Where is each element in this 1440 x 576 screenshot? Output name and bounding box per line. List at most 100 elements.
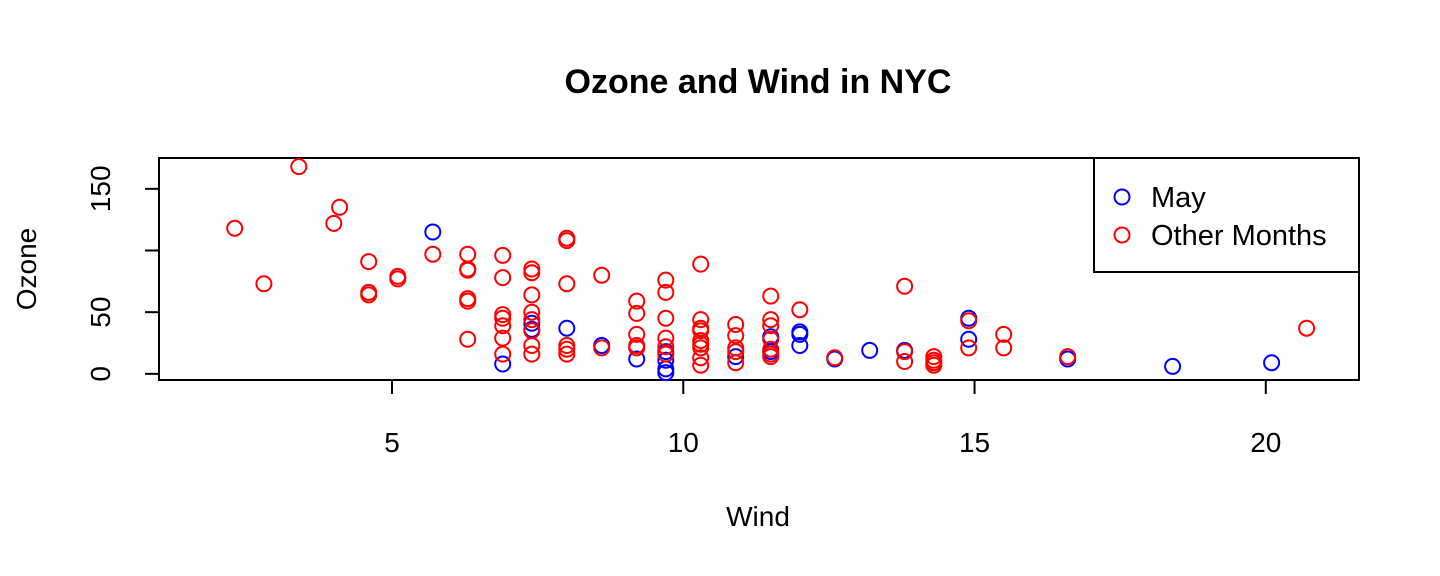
data-point [523, 345, 541, 363]
data-point [424, 223, 442, 241]
data-point [628, 292, 646, 310]
data-point [727, 343, 745, 361]
data-point [861, 341, 879, 359]
data-point [896, 343, 914, 361]
data-point [558, 275, 576, 293]
data-point [325, 214, 343, 232]
y-axis-label: Ozone [11, 228, 42, 311]
data-point [657, 338, 675, 356]
legend-item: Other Months [1113, 220, 1327, 252]
x-axis-label: Wind [726, 501, 790, 532]
legend-label: Other Months [1151, 220, 1327, 252]
data-point [762, 311, 780, 329]
data-point [459, 330, 477, 348]
legend-item: May [1113, 182, 1206, 214]
data-point [1164, 357, 1182, 375]
data-point [255, 275, 273, 293]
data-point [593, 339, 611, 357]
data-point [628, 350, 646, 368]
x-tick-label: 5 [384, 427, 400, 458]
data-point [727, 354, 745, 372]
data-point [494, 317, 512, 335]
y-tick-label: 150 [85, 165, 116, 212]
data-point [960, 330, 978, 348]
data-point [791, 323, 809, 341]
x-tick-label: 15 [959, 427, 990, 458]
data-point [657, 271, 675, 289]
data-point [925, 356, 943, 374]
data-point [494, 355, 512, 373]
data-point [558, 345, 576, 363]
data-point [657, 360, 675, 378]
data-point [762, 287, 780, 305]
data-point [1263, 354, 1281, 372]
data-point [331, 198, 349, 216]
data-point [558, 319, 576, 337]
data-point [389, 270, 407, 288]
data-point [826, 349, 844, 367]
data-point [628, 339, 646, 357]
data-point [523, 337, 541, 354]
data-point [424, 245, 442, 263]
data-point [523, 264, 541, 282]
legend-marker [1113, 226, 1131, 244]
data-point [995, 339, 1013, 357]
data-point [1298, 319, 1316, 337]
data-point [692, 311, 710, 329]
data-point [558, 337, 576, 354]
data-point [791, 301, 809, 319]
data-point [692, 339, 710, 357]
data-point [657, 351, 675, 369]
data-point [523, 311, 541, 329]
data-point [657, 283, 675, 301]
data-point [762, 348, 780, 366]
legend-label: May [1151, 182, 1206, 214]
data-point [523, 303, 541, 321]
x-axis: 5 10 15 20 [384, 379, 1281, 458]
data-point [762, 340, 780, 358]
legend-marker [1113, 188, 1131, 206]
data-point [791, 337, 809, 354]
data-point [628, 304, 646, 322]
x-tick-label: 20 [1250, 427, 1281, 458]
data-point [960, 312, 978, 330]
data-point [727, 348, 745, 366]
data-point [494, 309, 512, 327]
data-point [459, 292, 477, 310]
y-axis: 0 50 150 [85, 165, 160, 382]
data-point [494, 246, 512, 264]
data-point [459, 245, 477, 263]
series-other-months [226, 158, 1316, 374]
data-point [593, 266, 611, 284]
y-tick-label: 0 [85, 366, 116, 382]
data-point [494, 269, 512, 287]
data-point [523, 260, 541, 278]
data-point [494, 345, 512, 363]
data-point [657, 309, 675, 327]
y-tick-label: 50 [85, 297, 116, 328]
x-tick-label: 10 [668, 427, 699, 458]
chart-title: Ozone and Wind in NYC [565, 63, 952, 101]
data-point [523, 286, 541, 304]
data-point [226, 219, 244, 237]
legend-box [1093, 157, 1360, 273]
data-point [558, 340, 576, 358]
data-point [960, 339, 978, 357]
data-point [692, 349, 710, 367]
data-point [692, 322, 710, 340]
data-point [360, 253, 378, 271]
data-point [360, 283, 378, 301]
data-point [657, 345, 675, 363]
data-point [290, 158, 308, 176]
data-points [226, 158, 1316, 382]
data-point [995, 325, 1013, 343]
data-point [628, 325, 646, 343]
data-point [558, 229, 576, 247]
data-point [896, 353, 914, 370]
data-point [727, 316, 745, 333]
data-point [692, 255, 710, 273]
legend-items: May Other Months [1113, 182, 1327, 252]
data-point [1059, 348, 1077, 366]
